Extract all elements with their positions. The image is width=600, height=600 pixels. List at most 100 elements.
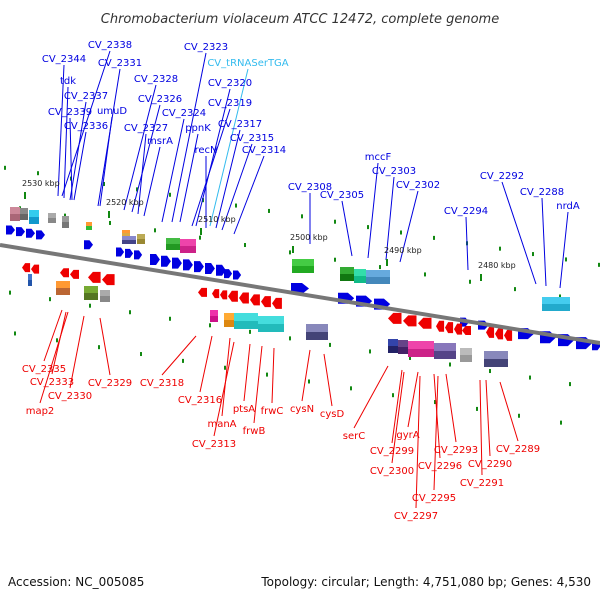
reverse-gene-arrow bbox=[261, 296, 271, 308]
feature-box bbox=[10, 214, 20, 221]
feature-box bbox=[29, 210, 39, 217]
reverse-gene-arrow bbox=[220, 290, 228, 300]
leader-line bbox=[541, 197, 547, 287]
map-title: Chromobacterium violaceum ATCC 12472, co… bbox=[101, 12, 499, 27]
scale-tick bbox=[24, 192, 26, 199]
leader-line bbox=[171, 52, 207, 223]
tick-dot bbox=[64, 213, 66, 218]
tick-dot bbox=[350, 386, 352, 391]
leader-line bbox=[233, 155, 265, 235]
leader-line bbox=[57, 64, 65, 197]
reverse-gene-arrow bbox=[88, 271, 101, 283]
forward-gene-arrow bbox=[183, 259, 193, 271]
gene-label-forward: CV_2324 bbox=[162, 108, 206, 119]
tick-dot bbox=[289, 250, 291, 255]
tick-dot bbox=[569, 382, 571, 387]
leader-line bbox=[123, 84, 157, 211]
tick-dot bbox=[103, 181, 105, 186]
scale-label: 2530 kbp bbox=[22, 179, 60, 188]
leader-line bbox=[73, 131, 87, 201]
feature-box bbox=[84, 286, 98, 293]
tick-dot bbox=[89, 303, 91, 308]
leader-line bbox=[271, 347, 275, 404]
leader-line bbox=[179, 133, 199, 223]
feature-box bbox=[48, 218, 56, 223]
forward-gene-arrow bbox=[233, 270, 242, 280]
scale-tick bbox=[386, 259, 388, 266]
leader-line bbox=[301, 349, 311, 402]
tick-dot bbox=[56, 338, 58, 343]
tick-dot bbox=[565, 257, 567, 262]
gene-label-reverse: CV_2335 bbox=[22, 364, 66, 375]
tick-dot bbox=[209, 323, 211, 328]
feature-box bbox=[460, 348, 472, 355]
tick-dot bbox=[424, 272, 426, 277]
scale-tick bbox=[108, 211, 110, 218]
tick-dot bbox=[392, 393, 394, 398]
gene-label-forward: umuD bbox=[97, 106, 127, 117]
tick-dot bbox=[469, 279, 471, 284]
tick-dot bbox=[400, 230, 402, 235]
forward-gene-arrow bbox=[172, 257, 182, 269]
feature-box bbox=[84, 293, 98, 300]
leader-line bbox=[137, 133, 147, 215]
leader-line bbox=[221, 337, 231, 417]
leader-line bbox=[391, 371, 405, 464]
tick-dot bbox=[433, 235, 435, 240]
tick-dot bbox=[268, 208, 270, 213]
tick-dot bbox=[409, 355, 411, 360]
gene-label-reverse: CV_2333 bbox=[30, 377, 74, 388]
tick-dot bbox=[379, 265, 381, 270]
reverse-gene-arrow bbox=[228, 290, 238, 302]
forward-gene-arrow bbox=[6, 225, 15, 235]
scale-tick bbox=[292, 246, 294, 253]
feature-box bbox=[210, 310, 218, 316]
scale-tick bbox=[480, 274, 482, 281]
gene-label-reverse: map2 bbox=[26, 406, 55, 417]
tick-dot bbox=[182, 358, 184, 363]
gene-label-forward: CV_2319 bbox=[208, 98, 252, 109]
feature-box bbox=[408, 341, 434, 349]
leader-line bbox=[69, 101, 87, 201]
tick-dot bbox=[37, 171, 39, 176]
leader-line bbox=[213, 341, 235, 437]
feature-box bbox=[137, 234, 145, 239]
feature-box bbox=[56, 288, 70, 295]
gene-label-reverse: cysN bbox=[290, 404, 314, 415]
feature-box bbox=[398, 347, 408, 354]
leader-line bbox=[143, 146, 161, 217]
feature-box bbox=[258, 324, 284, 332]
tick-dot bbox=[559, 294, 561, 299]
tick-dot bbox=[169, 316, 171, 321]
leader-line bbox=[161, 335, 197, 376]
tick-dot bbox=[224, 365, 226, 370]
gene-label-forward: tdk bbox=[60, 76, 76, 87]
reverse-gene-arrow bbox=[388, 312, 402, 324]
feature-box bbox=[388, 346, 398, 353]
tick-dots bbox=[4, 165, 600, 425]
feature-box bbox=[434, 343, 456, 351]
feature-box bbox=[56, 281, 70, 288]
forward-gene-arrow bbox=[150, 254, 160, 265]
leader-line bbox=[209, 68, 249, 227]
leader-line bbox=[69, 117, 73, 201]
tick-dot bbox=[98, 345, 100, 350]
gene-label-reverse: CV_2318 bbox=[140, 378, 184, 389]
feature-box bbox=[100, 296, 110, 302]
feature-box bbox=[340, 267, 354, 274]
reverse-gene-arrow bbox=[272, 297, 282, 309]
reverse-gene-arrow bbox=[70, 269, 79, 279]
reverse-gene-arrow bbox=[239, 292, 249, 304]
gene-label-forward: CV_2305 bbox=[320, 190, 364, 201]
reverse-gene-arrow bbox=[22, 263, 31, 273]
feature-box bbox=[434, 351, 456, 359]
tick-dot bbox=[140, 352, 142, 357]
gene-label-reverse: serC bbox=[343, 431, 365, 442]
gene-label-forward: CV_2317 bbox=[218, 119, 262, 130]
leader-line bbox=[407, 371, 419, 428]
forward-gene-arrow bbox=[116, 247, 125, 257]
feature-box bbox=[340, 274, 354, 281]
leader-line bbox=[191, 108, 231, 227]
reverse-gene-arrow bbox=[60, 268, 69, 278]
